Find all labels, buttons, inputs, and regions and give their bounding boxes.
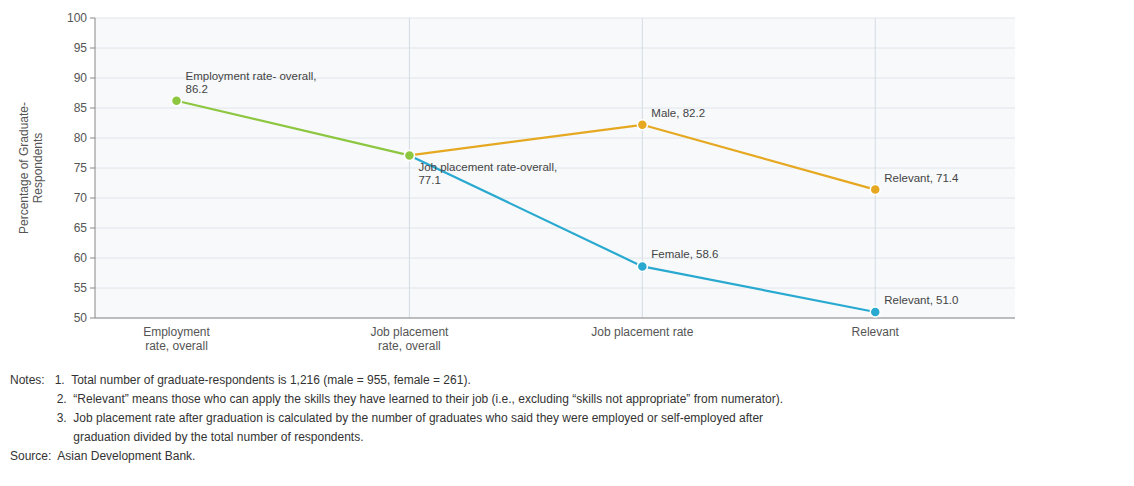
tick-label: 90	[74, 71, 88, 85]
separator	[642, 18, 643, 318]
tick-label: 85	[74, 101, 88, 115]
tick	[90, 228, 95, 229]
annotation: Female, 58.6	[651, 248, 718, 260]
tick-label: Relevant	[852, 325, 900, 339]
tick-label: 75	[74, 161, 88, 175]
grid-line	[95, 18, 1015, 19]
separator	[875, 18, 876, 318]
notes: Notes: 1. Total number of graduate-respo…	[10, 373, 783, 463]
line	[409, 155, 875, 312]
point	[637, 261, 647, 271]
tick	[90, 198, 95, 199]
tick-label: 95	[74, 41, 88, 55]
grid-line	[95, 108, 1015, 109]
point	[870, 307, 880, 317]
tick	[90, 288, 95, 289]
x-axis: Employmentrate, overall Job placementrate…	[143, 325, 899, 353]
tick-label: 55	[74, 281, 88, 295]
tick	[90, 48, 95, 49]
point	[172, 96, 182, 106]
point	[404, 150, 414, 160]
grid-line	[95, 288, 1015, 289]
note: 3. Job placement rate after graduation i…	[10, 411, 763, 425]
grid-line	[95, 228, 1015, 229]
note: Source: Asian Development Bank.	[10, 449, 195, 463]
tick	[90, 108, 95, 109]
tick-label: 50	[74, 311, 88, 325]
tick-label: 65	[74, 221, 88, 235]
grid-line	[95, 198, 1015, 199]
plot-area	[95, 18, 1015, 318]
annotations: Job placement rate-overall,77.1 Male, 82.…	[186, 70, 959, 306]
note: graduation divided by the total number o…	[10, 430, 364, 444]
tick	[90, 78, 95, 79]
tick-label: 60	[74, 251, 88, 265]
line	[409, 125, 875, 190]
point	[870, 185, 880, 195]
tick-label: Employmentrate, overall	[143, 325, 210, 353]
tick-label: 100	[67, 11, 87, 25]
tick	[90, 18, 95, 19]
annotation: Relevant, 51.0	[884, 294, 958, 306]
tick	[90, 138, 95, 139]
annotation: Male, 82.2	[651, 107, 705, 119]
tick-label: 70	[74, 191, 88, 205]
series-group	[172, 96, 881, 317]
axis-line	[95, 318, 1015, 319]
tick	[90, 318, 95, 319]
axis-label: Percentage of Graduate-Respondents	[17, 102, 45, 234]
tick-label: Job placementrate, overall	[370, 325, 449, 353]
tick-label: Job placement rate	[591, 325, 693, 339]
separator	[409, 18, 410, 318]
tick	[90, 258, 95, 259]
note: 2. “Relevant” means those who can apply …	[10, 392, 783, 406]
grid-line	[95, 318, 1015, 319]
grid-line	[95, 48, 1015, 49]
annotation: Relevant, 71.4	[884, 172, 959, 184]
note: Notes: 1. Total number of graduate-respo…	[10, 373, 471, 387]
point	[404, 150, 414, 160]
axis-line	[95, 18, 96, 318]
grid-line	[95, 138, 1015, 139]
chart: 50 55 60 65 70 75 80 85 90 95 100 Employmentrate, o…	[0, 0, 1134, 486]
line	[177, 101, 410, 156]
grid-line	[95, 258, 1015, 259]
tick	[90, 168, 95, 169]
annotation: Job placement rate-overall,77.1	[418, 161, 557, 186]
annotation: Employment rate- overall,86.2	[186, 70, 317, 95]
point	[404, 150, 414, 160]
tick-label: 80	[74, 131, 88, 145]
point	[637, 120, 647, 130]
y-axis: 50 55 60 65 70 75 80 85 90 95 100	[67, 11, 1015, 325]
